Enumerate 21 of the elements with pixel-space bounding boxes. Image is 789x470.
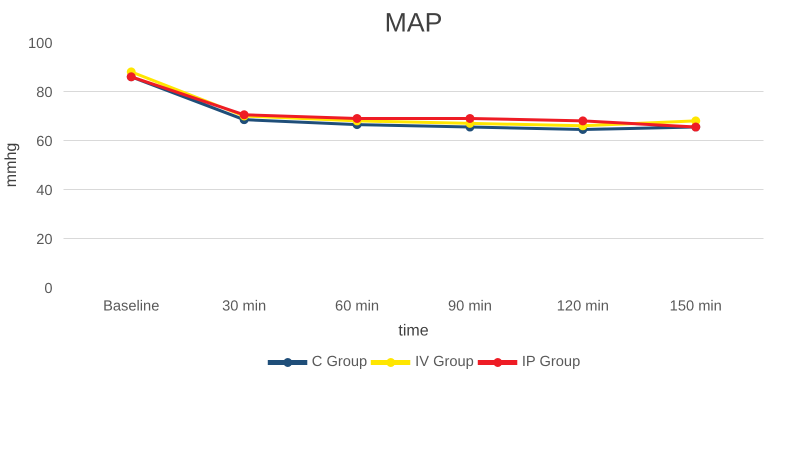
point <box>578 116 588 126</box>
point <box>352 114 362 123</box>
y-axis-title: mmhg <box>3 142 20 188</box>
legend-label: IV Group <box>415 354 474 370</box>
y-tick-label: 40 <box>36 183 53 199</box>
chart-title: MAP <box>384 8 442 38</box>
x-tick-label: 30 min <box>222 298 266 314</box>
y-tick-label: 100 <box>28 36 53 52</box>
x-axis-title: time <box>398 322 429 340</box>
y-tick-label: 20 <box>36 232 53 248</box>
x-tick-label: 60 min <box>335 298 380 314</box>
legend-label: C Group <box>312 354 368 370</box>
x-tick-label: 90 min <box>448 298 492 314</box>
point <box>465 114 474 123</box>
y-tick-label: 80 <box>36 85 53 101</box>
legend-label: IP Group <box>522 354 580 370</box>
y-tick-label: 0 <box>44 281 53 297</box>
x-tick-label: 120 min <box>556 298 609 314</box>
x-tick-label: 150 min <box>670 298 722 314</box>
x-tick-label: Baseline <box>103 298 160 314</box>
y-tick-label: 60 <box>36 134 53 150</box>
